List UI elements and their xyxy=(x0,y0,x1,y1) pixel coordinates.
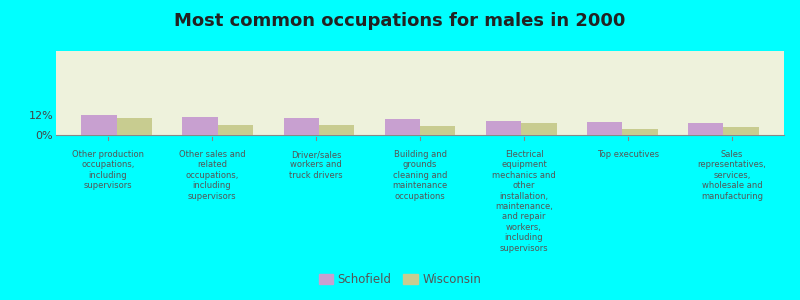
Bar xyxy=(486,121,521,135)
Text: Other production
occupations,
including
supervisors: Other production occupations, including … xyxy=(72,150,144,190)
Text: Driver/sales
workers and
truck drivers: Driver/sales workers and truck drivers xyxy=(289,150,343,180)
Bar xyxy=(688,123,723,135)
Bar xyxy=(82,115,117,135)
Bar xyxy=(319,125,354,135)
Bar xyxy=(283,118,319,135)
Legend: Schofield, Wisconsin: Schofield, Wisconsin xyxy=(314,269,486,291)
Text: Top executives: Top executives xyxy=(597,150,659,159)
Text: Most common occupations for males in 2000: Most common occupations for males in 200… xyxy=(174,12,626,30)
Text: Sales
representatives,
services,
wholesale and
manufacturing: Sales representatives, services, wholesa… xyxy=(698,150,766,201)
Text: Building and
grounds
cleaning and
maintenance
occupations: Building and grounds cleaning and mainte… xyxy=(392,150,448,201)
Text: Other sales and
related
occupations,
including
supervisors: Other sales and related occupations, inc… xyxy=(178,150,246,201)
Bar xyxy=(622,129,658,135)
Bar xyxy=(182,117,218,135)
Bar xyxy=(521,123,557,135)
Bar xyxy=(420,126,455,135)
Bar xyxy=(723,127,758,135)
Bar xyxy=(117,118,152,135)
Bar xyxy=(385,119,420,135)
Bar xyxy=(218,125,253,135)
Bar xyxy=(587,122,622,135)
Text: Electrical
equipment
mechanics and
other
installation,
maintenance,
and repair
w: Electrical equipment mechanics and other… xyxy=(492,150,556,253)
